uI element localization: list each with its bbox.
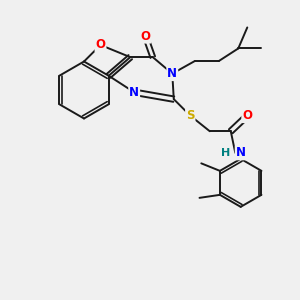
Text: O: O (242, 109, 252, 122)
Text: N: N (236, 146, 246, 159)
Text: O: O (95, 38, 106, 52)
Text: N: N (167, 67, 177, 80)
Text: S: S (186, 109, 194, 122)
Text: N: N (129, 86, 139, 99)
Text: H: H (221, 148, 230, 158)
Text: O: O (140, 30, 150, 43)
